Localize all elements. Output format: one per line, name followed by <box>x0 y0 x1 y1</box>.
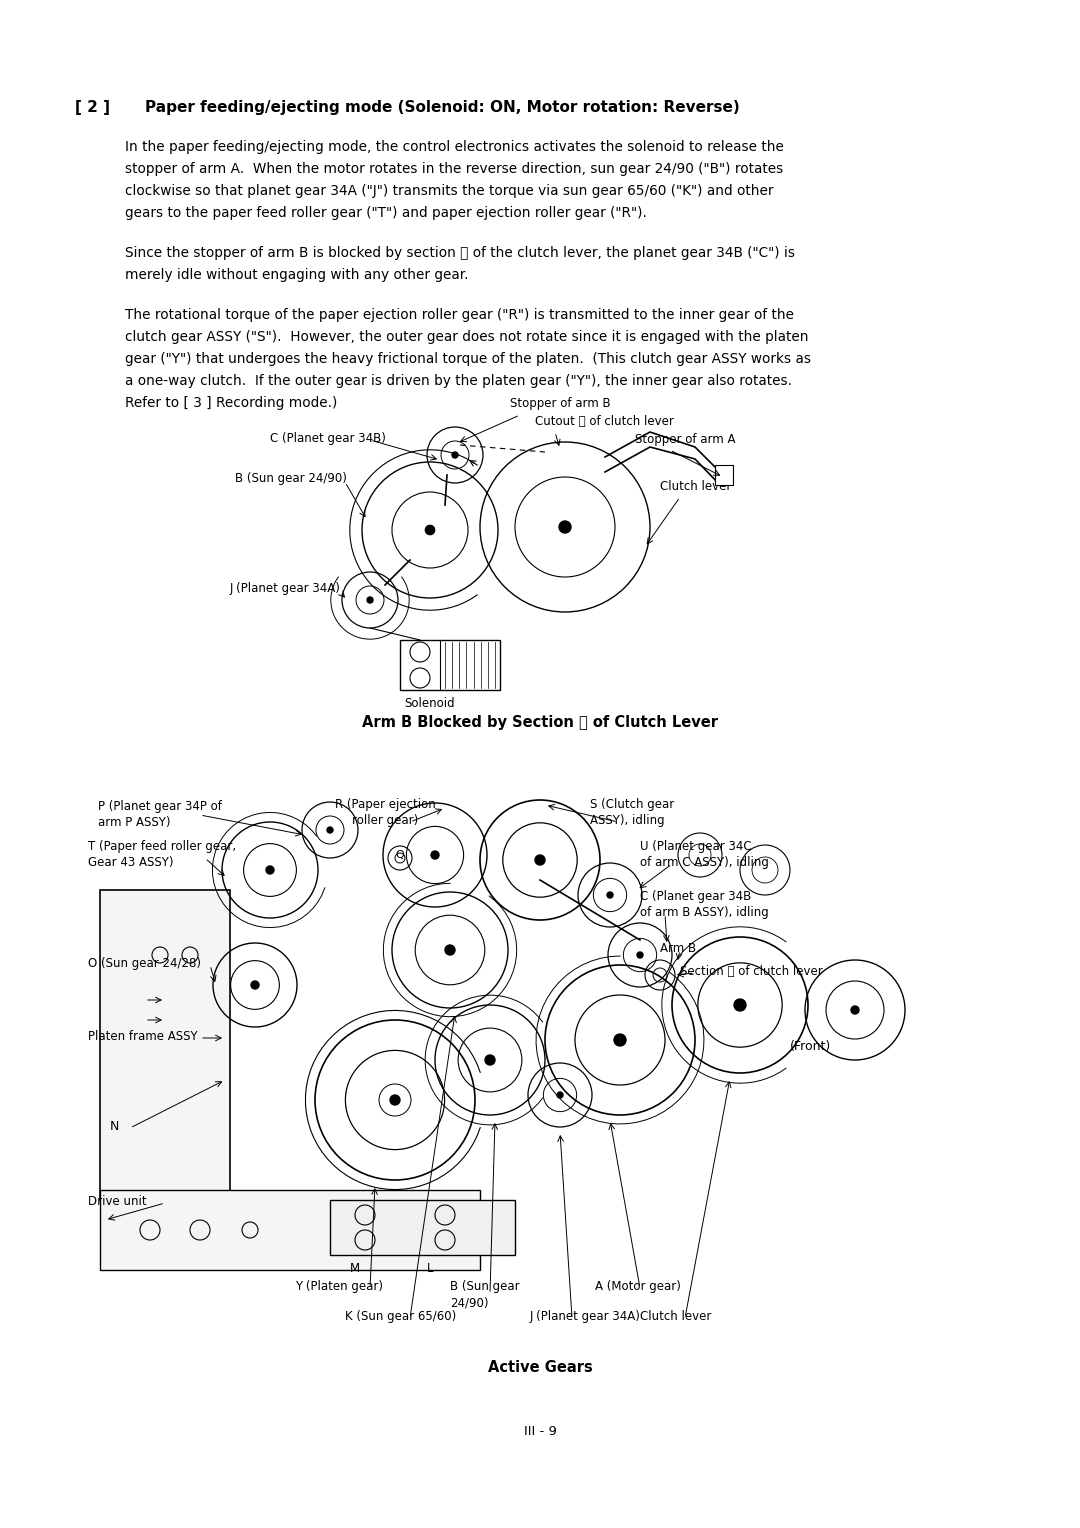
Text: gear ("Y") that undergoes the heavy frictional torque of the platen.  (This clut: gear ("Y") that undergoes the heavy fric… <box>125 351 811 367</box>
Text: Cutout ⓨ of clutch lever: Cutout ⓨ of clutch lever <box>535 416 674 428</box>
Text: ASSY), idling: ASSY), idling <box>590 814 664 827</box>
Text: The rotational torque of the paper ejection roller gear ("R") is transmitted to : The rotational torque of the paper eject… <box>125 309 794 322</box>
Circle shape <box>607 892 613 898</box>
Text: N: N <box>110 1120 120 1132</box>
Circle shape <box>637 952 643 958</box>
Bar <box>100 1190 480 1270</box>
Circle shape <box>485 1054 495 1065</box>
Circle shape <box>615 1034 626 1047</box>
Bar <box>330 1199 515 1254</box>
Circle shape <box>367 597 373 604</box>
Circle shape <box>426 526 435 535</box>
Text: R (Paper ejection: R (Paper ejection <box>335 798 435 811</box>
Text: stopper of arm A.  When the motor rotates in the reverse direction, sun gear 24/: stopper of arm A. When the motor rotates… <box>125 162 783 176</box>
Circle shape <box>851 1005 859 1015</box>
Text: 24/90): 24/90) <box>450 1296 488 1309</box>
Text: B (Sun gear 24/90): B (Sun gear 24/90) <box>235 472 347 484</box>
Circle shape <box>453 452 458 458</box>
Circle shape <box>557 1093 563 1099</box>
Text: J (Planet gear 34A): J (Planet gear 34A) <box>230 582 341 594</box>
Text: Q: Q <box>395 850 404 860</box>
Text: arm P ASSY): arm P ASSY) <box>98 816 171 830</box>
Text: Arm B Blocked by Section ⓨ of Clutch Lever: Arm B Blocked by Section ⓨ of Clutch Lev… <box>362 715 718 730</box>
Text: Refer to [ 3 ] Recording mode.): Refer to [ 3 ] Recording mode.) <box>125 396 337 410</box>
Text: Arm B: Arm B <box>660 941 697 955</box>
Text: Platen frame ASSY: Platen frame ASSY <box>87 1030 198 1044</box>
Text: K (Sun gear 65/60): K (Sun gear 65/60) <box>345 1309 456 1323</box>
Text: Section ⓨ of clutch lever: Section ⓨ of clutch lever <box>680 966 823 978</box>
Circle shape <box>266 866 274 874</box>
Text: clockwise so that planet gear 34A ("J") transmits the torque via sun gear 65/60 : clockwise so that planet gear 34A ("J") … <box>125 183 773 199</box>
Text: J (Planet gear 34A): J (Planet gear 34A) <box>530 1309 640 1323</box>
Text: [ 2 ]: [ 2 ] <box>75 99 110 115</box>
Bar <box>100 889 230 1199</box>
Text: Clutch lever: Clutch lever <box>660 480 731 494</box>
Circle shape <box>734 999 746 1012</box>
Text: clutch gear ASSY ("S").  However, the outer gear does not rotate since it is eng: clutch gear ASSY ("S"). However, the out… <box>125 330 809 344</box>
Text: of arm C ASSY), idling: of arm C ASSY), idling <box>640 856 769 869</box>
Circle shape <box>431 851 438 859</box>
Text: Gear 43 ASSY): Gear 43 ASSY) <box>87 856 174 869</box>
Circle shape <box>390 1096 400 1105</box>
Text: Solenoid: Solenoid <box>405 697 456 711</box>
Text: S (Clutch gear: S (Clutch gear <box>590 798 674 811</box>
Text: O (Sun gear 24/28): O (Sun gear 24/28) <box>87 957 201 970</box>
Text: Stopper of arm B: Stopper of arm B <box>510 397 610 410</box>
Text: In the paper feeding/ejecting mode, the control electronics activates the soleno: In the paper feeding/ejecting mode, the … <box>125 141 784 154</box>
Text: L: L <box>427 1262 433 1274</box>
Text: Paper feeding/ejecting mode (Solenoid: ON, Motor rotation: Reverse): Paper feeding/ejecting mode (Solenoid: O… <box>145 99 740 115</box>
Text: gears to the paper feed roller gear ("T") and paper ejection roller gear ("R").: gears to the paper feed roller gear ("T"… <box>125 206 647 220</box>
Text: P (Planet gear 34P of: P (Planet gear 34P of <box>98 801 221 813</box>
Circle shape <box>445 944 455 955</box>
Text: merely idle without engaging with any other gear.: merely idle without engaging with any ot… <box>125 267 469 283</box>
Text: Active Gears: Active Gears <box>488 1360 592 1375</box>
Text: M: M <box>350 1262 360 1274</box>
Text: Since the stopper of arm B is blocked by section ⓨ of the clutch lever, the plan: Since the stopper of arm B is blocked by… <box>125 246 795 260</box>
Text: C (Planet gear 34B: C (Planet gear 34B <box>640 889 752 903</box>
Circle shape <box>559 521 571 533</box>
Circle shape <box>327 827 333 833</box>
Text: T (Paper feed roller gear,: T (Paper feed roller gear, <box>87 840 237 853</box>
Text: a one-way clutch.  If the outer gear is driven by the platen gear ("Y"), the inn: a one-way clutch. If the outer gear is d… <box>125 374 792 388</box>
Text: Y (Platen gear): Y (Platen gear) <box>295 1280 383 1293</box>
Text: III - 9: III - 9 <box>524 1426 556 1438</box>
Bar <box>715 465 733 484</box>
Text: roller gear): roller gear) <box>352 814 418 827</box>
Text: B (Sun gear: B (Sun gear <box>450 1280 519 1293</box>
Text: Clutch lever: Clutch lever <box>640 1309 712 1323</box>
Circle shape <box>535 856 545 865</box>
Text: C (Planet gear 34B): C (Planet gear 34B) <box>270 432 386 445</box>
Text: Drive unit: Drive unit <box>87 1195 147 1209</box>
Text: U (Planet gear 34C: U (Planet gear 34C <box>640 840 752 853</box>
Text: of arm B ASSY), idling: of arm B ASSY), idling <box>640 906 769 918</box>
Circle shape <box>251 981 259 989</box>
Text: (Front): (Front) <box>789 1041 832 1053</box>
Text: Stopper of arm A: Stopper of arm A <box>635 432 735 446</box>
Text: A (Motor gear): A (Motor gear) <box>595 1280 680 1293</box>
Bar <box>400 640 500 691</box>
